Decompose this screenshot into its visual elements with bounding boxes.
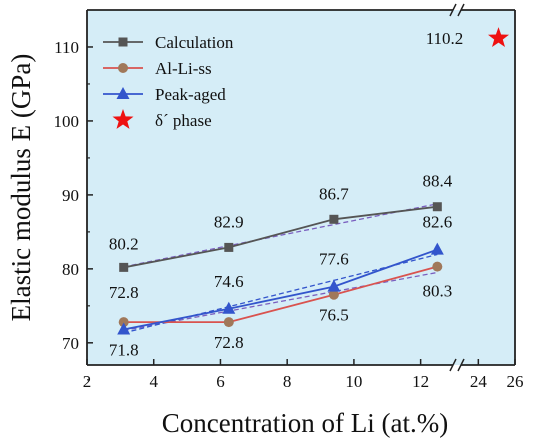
x-tick-label: 4: [149, 372, 158, 391]
data-label: 72.8: [109, 283, 139, 302]
data-label: 82.6: [422, 213, 452, 232]
x-tick-label: 10: [345, 372, 362, 391]
y-tick-label: 90: [62, 186, 79, 205]
axis-break-mark: [457, 3, 465, 17]
series-line: [123, 248, 438, 331]
data-label: 71.8: [109, 341, 139, 360]
data-label: 72.8: [214, 333, 244, 352]
legend-label: Peak-aged: [155, 85, 226, 104]
y-tick-label: 100: [54, 112, 80, 131]
x-tick-label: 2: [83, 372, 92, 391]
series-line: [123, 265, 438, 323]
triangle-marker: [222, 301, 236, 314]
star-marker: [488, 27, 509, 47]
legend-label: Calculation: [155, 33, 234, 52]
triangle-marker: [116, 87, 130, 99]
triangle-marker: [327, 279, 341, 292]
circle-marker: [432, 261, 443, 272]
series-markers: [117, 27, 509, 335]
circle-marker: [118, 63, 128, 73]
x-tick-label: 6: [216, 372, 225, 391]
x-tick-label: 8: [283, 372, 292, 391]
y-tick-label: 110: [54, 38, 79, 57]
data-labels: 80.2 82.9 86.7 88.4 72.8 72.8 76.5 80.3 71.8 74.6…: [109, 29, 463, 359]
series-lines: [123, 205, 438, 331]
data-label: 88.4: [422, 172, 452, 191]
data-label: 77.6: [319, 250, 349, 269]
y-tick-label: 80: [62, 260, 79, 279]
x-tick-label: 26: [507, 372, 524, 391]
fit-line: [123, 271, 438, 332]
axis-break-mark: [457, 358, 465, 372]
series-line: [123, 205, 438, 269]
x-tick-label: 12: [412, 372, 429, 391]
square-marker: [432, 202, 442, 212]
fit-line: [123, 253, 438, 334]
legend-label: Al-Li-ss: [155, 59, 212, 78]
plot-background: [87, 10, 515, 365]
data-label: 110.2: [426, 29, 464, 48]
circle-marker: [118, 317, 129, 328]
data-label: 74.6: [214, 272, 244, 291]
data-label: 80.3: [422, 282, 452, 301]
legend-label: δ´ phase: [155, 111, 212, 130]
y-axis-title: Elastic modulus E (GPa): [6, 54, 36, 322]
data-label: 82.9: [214, 212, 244, 231]
square-marker: [224, 242, 234, 252]
data-label: 86.7: [319, 184, 349, 203]
triangle-marker: [430, 242, 444, 255]
square-marker: [329, 214, 339, 224]
circle-marker: [223, 317, 234, 328]
x-axis-title: Concentration of Li (at.%): [162, 408, 448, 438]
data-label: 76.5: [319, 306, 349, 325]
x-tick-label: 24: [470, 372, 488, 391]
square-marker: [118, 37, 128, 47]
axis-break-mark: [449, 3, 457, 17]
fit-line: [123, 203, 438, 268]
axis-break-mark: [449, 358, 457, 372]
legend: Calculation Al-Li-ss Peak-aged δ´ phase: [103, 33, 234, 130]
star-marker: [112, 109, 134, 129]
circle-marker: [328, 289, 339, 300]
data-label: 80.2: [109, 234, 139, 253]
triangle-marker: [117, 322, 131, 335]
square-marker: [119, 262, 129, 272]
fit-lines: [123, 203, 438, 334]
y-tick-label: 70: [62, 334, 79, 353]
